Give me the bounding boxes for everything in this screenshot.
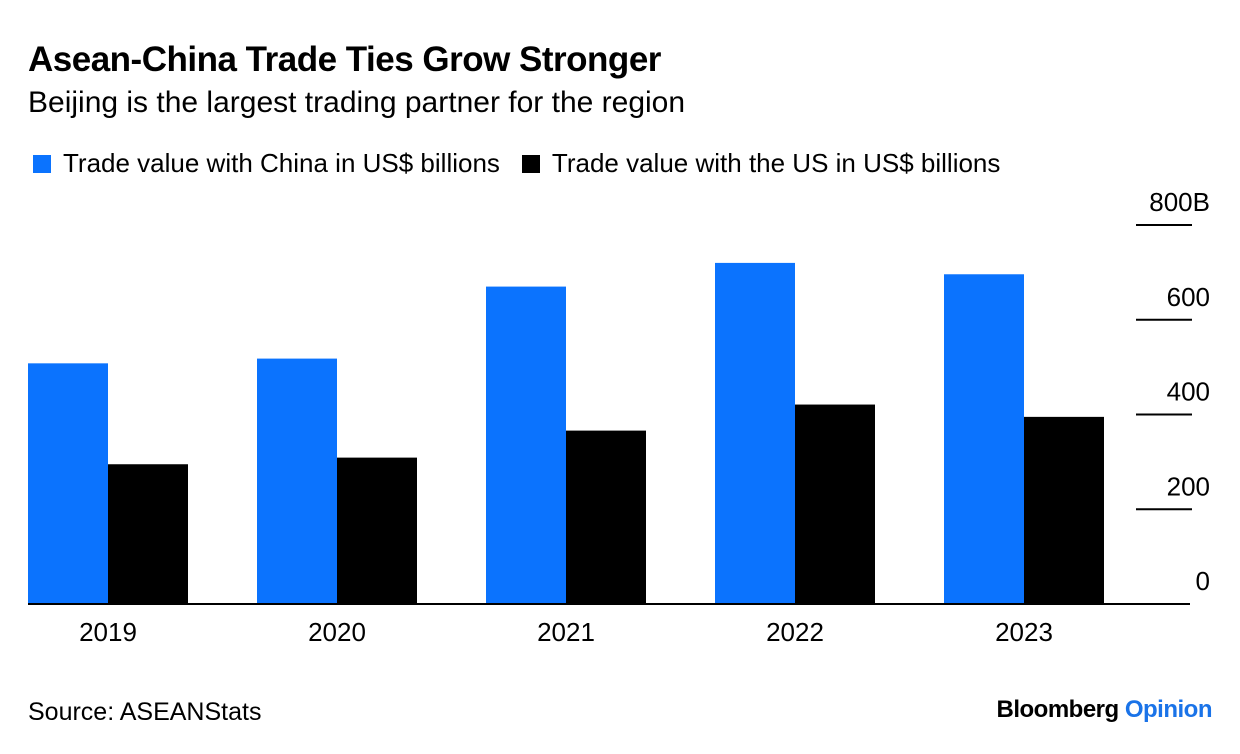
bar-us bbox=[795, 404, 875, 604]
brand-name: Bloomberg bbox=[996, 696, 1120, 723]
source-note: Source: ASEANStats bbox=[28, 698, 262, 726]
bar-us bbox=[337, 457, 417, 604]
y-tick-label: 400 bbox=[1167, 377, 1210, 407]
x-tick-label: 2019 bbox=[79, 617, 137, 647]
legend-label-us: Trade value with the US in US$ billions bbox=[551, 148, 1001, 178]
chart-subtitle: Beijing is the largest trading partner f… bbox=[28, 86, 686, 119]
brand-logo: Bloomberg Opinion bbox=[997, 696, 1213, 724]
y-tick-label: 200 bbox=[1167, 471, 1210, 501]
bar-us bbox=[1024, 416, 1104, 604]
x-tick-label: 2020 bbox=[308, 617, 366, 647]
bar-china bbox=[486, 286, 566, 604]
bar-china bbox=[257, 358, 337, 604]
legend-item-us: Trade value with the US in US$ billions bbox=[521, 148, 1001, 179]
legend-swatch-us bbox=[521, 154, 540, 173]
legend-swatch-china bbox=[33, 154, 51, 173]
y-tick-label: 600 bbox=[1167, 282, 1210, 312]
y-tick-label: 800B bbox=[1149, 187, 1210, 217]
chart-title: Asean-China Trade Ties Grow Stronger bbox=[28, 40, 661, 79]
bar-us bbox=[566, 430, 646, 604]
legend: Trade value with China in US$ billions T… bbox=[33, 148, 1022, 179]
bar-china bbox=[944, 274, 1024, 604]
bar-china bbox=[715, 262, 795, 604]
bar-us bbox=[108, 464, 188, 604]
x-tick-label: 2021 bbox=[537, 617, 595, 647]
x-tick-label: 2022 bbox=[766, 617, 824, 647]
legend-item-china: Trade value with China in US$ billions bbox=[33, 148, 500, 179]
x-tick-label: 2023 bbox=[995, 617, 1053, 647]
bar-china bbox=[28, 363, 108, 604]
legend-label-china: Trade value with China in US$ billions bbox=[63, 148, 500, 178]
brand-section: Opinion bbox=[1124, 696, 1213, 723]
y-tick-label: 0 bbox=[1196, 566, 1210, 596]
